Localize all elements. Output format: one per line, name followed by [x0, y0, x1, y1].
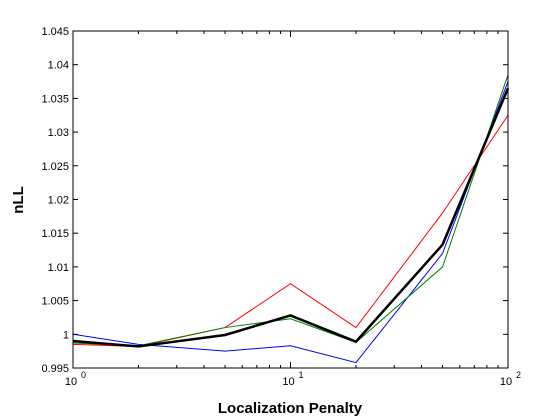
x-tick-exponent: 0	[81, 370, 86, 380]
series-line-1	[72, 81, 509, 364]
y-tick-label: 1.04	[48, 60, 69, 72]
y-tick-label: 1.01	[48, 262, 69, 274]
y-tick-label: 1.03	[48, 127, 69, 139]
x-tick-label: 10	[65, 376, 77, 388]
x-tick-label: 10	[282, 376, 294, 388]
x-tick-exponent: 2	[516, 370, 521, 380]
series-layer	[72, 74, 510, 364]
y-tick-label: 1	[63, 329, 69, 341]
y-tick-label: 1.035	[41, 93, 69, 105]
series-line-4	[72, 87, 510, 348]
x-axis: 10 0 10 1 10 2	[65, 31, 521, 388]
y-tick-label: 1.045	[41, 26, 69, 38]
y-axis: 0.995 1 1.005 1.01 1.015 1.02 1.025 1.03 1.035 1.…	[41, 26, 508, 375]
y-tick-label: 0.995	[41, 363, 69, 375]
y-tick-label: 1.02	[48, 195, 69, 207]
y-axis-title: nLL	[10, 186, 27, 214]
plot-area	[73, 31, 508, 368]
y-tick-label: 1.025	[41, 161, 69, 173]
x-axis-title: Localization Penalty	[218, 400, 363, 417]
y-tick-label: 1.005	[41, 296, 69, 308]
x-tick-exponent: 1	[299, 370, 304, 380]
y-tick-label: 1.015	[41, 228, 69, 240]
x-tick-label: 10	[500, 376, 512, 388]
